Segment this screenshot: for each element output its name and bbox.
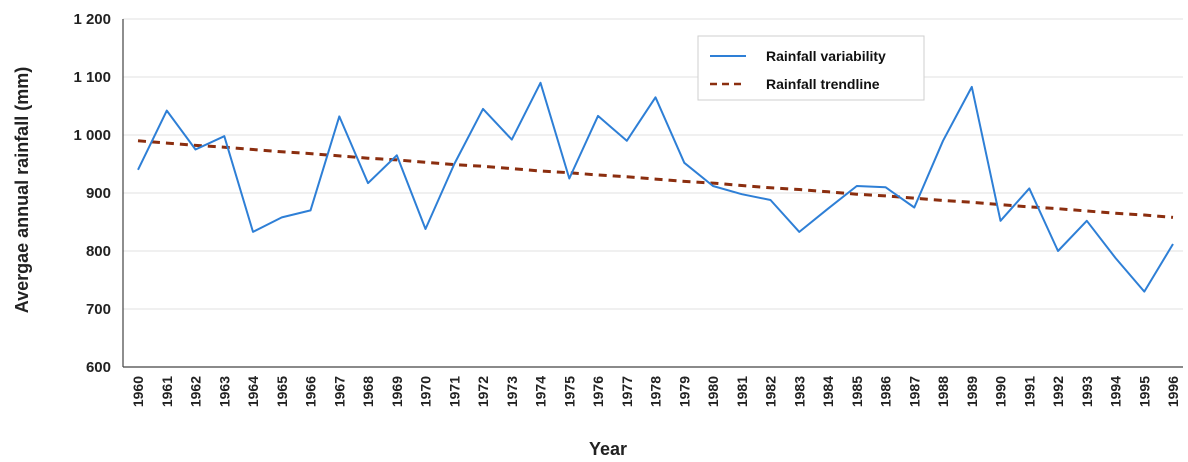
y-tick-label: 1 100: [73, 69, 111, 86]
trendline-series: [137, 139, 1174, 219]
y-axis-label: Avergae annual rainfall (mm): [12, 67, 32, 313]
y-tick-label: 1 200: [73, 11, 111, 28]
x-axis-ticks: 1960 1961 1962 1963 1964 1965 1966 1967 1968 1969…: [130, 376, 1181, 407]
x-tick-label: 1993: [1079, 376, 1095, 407]
y-tick-label: 900: [86, 185, 111, 202]
x-tick-label: 1968: [360, 376, 376, 407]
x-tick-label: 1996: [1165, 376, 1181, 407]
x-tick-label: 1994: [1108, 376, 1124, 407]
variability-series: [137, 81, 1174, 293]
x-tick-label: 1974: [533, 376, 549, 407]
x-tick-label: 1980: [705, 376, 721, 407]
legend-box: [697, 35, 925, 101]
x-tick-label: 1990: [993, 376, 1009, 407]
x-tick-label: 1978: [648, 376, 664, 407]
x-tick-label: 1965: [274, 376, 290, 407]
x-tick-label: 1972: [475, 376, 491, 407]
x-tick-label: 1981: [734, 376, 750, 407]
y-tick-label: 1 000: [73, 127, 111, 144]
axes: [122, 19, 1183, 368]
x-tick-label: 1992: [1050, 376, 1066, 407]
x-tick-label: 1984: [820, 376, 836, 407]
x-tick-label: 1977: [619, 376, 635, 407]
x-tick-label: 1989: [964, 376, 980, 407]
x-tick-label: 1973: [504, 376, 520, 407]
x-tick-label: 1969: [389, 376, 405, 407]
x-tick-label: 1979: [676, 376, 692, 407]
x-tick-label: 1983: [791, 376, 807, 407]
y-axis-ticks: 600 700 800 900 1 000 1 100 1 200: [73, 11, 111, 376]
y-tick-label: 600: [86, 359, 111, 376]
x-tick-label: 1964: [245, 376, 261, 407]
x-tick-label: 1975: [561, 376, 577, 407]
x-tick-label: 1960: [130, 376, 146, 407]
x-tick-label: 1966: [303, 376, 319, 407]
grid-lines: [123, 18, 1183, 310]
series-lines: [137, 81, 1174, 293]
x-tick-label: 1986: [878, 376, 894, 407]
x-tick-label: 1962: [188, 376, 204, 407]
x-tick-label: 1970: [418, 376, 434, 407]
legend: Rainfall variability Rainfall trendline: [697, 35, 925, 101]
x-tick-label: 1963: [216, 376, 232, 407]
legend-label-trendline: Rainfall trendline: [766, 76, 880, 92]
legend-label-variability: Rainfall variability: [766, 48, 886, 64]
y-tick-label: 700: [86, 301, 111, 318]
x-tick-label: 1988: [935, 376, 951, 407]
x-tick-label: 1967: [331, 376, 347, 407]
x-tick-label: 1961: [159, 376, 175, 407]
y-tick-label: 800: [86, 243, 111, 260]
x-tick-label: 1987: [906, 376, 922, 407]
x-tick-label: 1995: [1136, 376, 1152, 407]
x-tick-label: 1985: [849, 376, 865, 407]
x-tick-label: 1982: [763, 376, 779, 407]
x-tick-label: 1971: [446, 376, 462, 407]
x-axis-label: Year: [589, 439, 627, 459]
x-tick-label: 1976: [590, 376, 606, 407]
x-tick-label: 1991: [1021, 376, 1037, 407]
